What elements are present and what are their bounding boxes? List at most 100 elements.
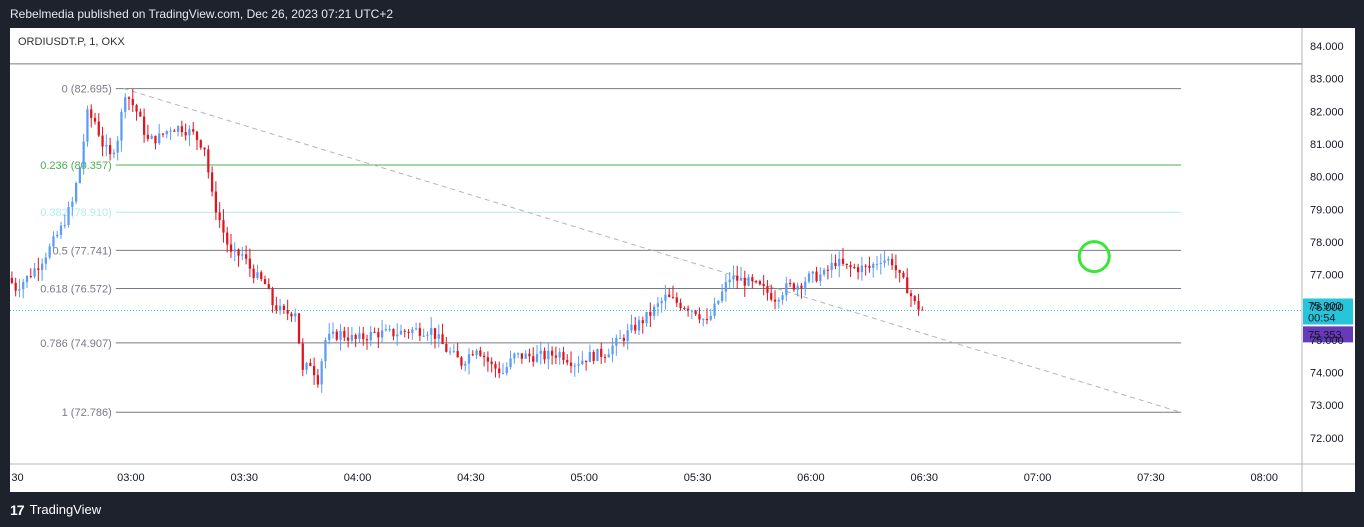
candle-body: [203, 147, 206, 150]
candle-body: [116, 140, 119, 153]
candle-body: [380, 330, 384, 338]
tradingview-logo-icon[interactable]: 17: [10, 501, 25, 518]
candle-body: [849, 265, 852, 268]
brand-label[interactable]: TradingView: [29, 502, 102, 517]
candle-body: [879, 262, 882, 264]
candle-body: [807, 273, 811, 282]
candle-body: [40, 263, 44, 270]
candle-body: [161, 133, 165, 135]
candle-body: [25, 276, 29, 283]
candle-body: [112, 152, 116, 155]
candle-body: [139, 111, 142, 117]
candle-body: [845, 263, 848, 266]
candle-body: [120, 111, 123, 141]
candle-body: [335, 331, 338, 340]
candle-body: [377, 332, 380, 338]
candle-body: [539, 350, 542, 354]
price-tick-label: 80.000: [1310, 172, 1344, 184]
candle-body: [902, 272, 905, 278]
candle-body: [256, 272, 259, 279]
candle-body: [399, 330, 403, 335]
candle-body: [244, 254, 248, 259]
candle-body: [607, 354, 610, 358]
candle-body: [218, 212, 221, 221]
trend-line-layer[interactable]: [123, 87, 1182, 413]
candle-body: [437, 334, 440, 339]
candle-body: [350, 334, 354, 341]
candle-body: [282, 305, 286, 310]
candle-body: [917, 301, 920, 310]
candle-body: [596, 348, 599, 361]
candle-body: [305, 363, 308, 370]
candle-body: [906, 277, 909, 294]
candle-body: [188, 129, 191, 136]
candle-body: [207, 149, 210, 173]
time-tick-label: 06:30: [910, 472, 938, 484]
candle-body: [278, 305, 282, 311]
time-tick-label: 06:00: [797, 472, 825, 484]
candle-body: [626, 330, 629, 341]
time-tick-label: 05:00: [570, 472, 598, 484]
candle-body: [33, 268, 36, 277]
candle-body: [554, 355, 558, 358]
candle-body: [584, 360, 588, 363]
fibonacci-retracement[interactable]: 0 (82.695) 0.236 (80.357) 0.382 (78.910) 0.…: [40, 84, 1182, 420]
candle-body: [909, 293, 913, 297]
candle-body: [683, 307, 686, 309]
highlight-circle: [1077, 240, 1111, 274]
candle-body: [641, 320, 644, 324]
candle-body: [520, 353, 524, 359]
candle-body: [248, 258, 252, 269]
price-tick-label: 76.000: [1310, 302, 1344, 314]
candle-body: [505, 367, 508, 374]
candle-body: [362, 333, 365, 340]
time-tick-label: 08:00: [1250, 472, 1278, 484]
candle-body: [868, 265, 871, 268]
alt-price-badge: [1303, 326, 1353, 343]
candle-body: [611, 345, 614, 355]
candle-body: [573, 365, 576, 367]
candle-body: [464, 363, 467, 366]
fib-level-label: 0.618 (76.572): [40, 284, 112, 296]
price-tick-label: 73.000: [1310, 400, 1344, 412]
countdown-label: 00:54: [1308, 313, 1336, 325]
candle-body: [407, 331, 410, 333]
candle-body: [441, 334, 444, 344]
candle-body: [603, 356, 607, 358]
candle-body: [127, 97, 131, 99]
candle-body: [154, 135, 157, 144]
candle-body: [48, 246, 51, 258]
candle-body: [290, 313, 293, 317]
candle-body: [226, 232, 229, 245]
candle-body: [384, 329, 388, 331]
chart-frame[interactable]: [10, 28, 1355, 492]
price-tick-label: 84.000: [1310, 41, 1344, 53]
candle-body: [494, 364, 497, 369]
candle-body: [913, 296, 916, 302]
candle-body: [671, 296, 675, 298]
candle-body: [482, 355, 486, 358]
candle-body: [577, 364, 580, 366]
time-tick-label: 07:00: [1024, 472, 1052, 484]
candle-body: [656, 303, 660, 307]
candle-body: [52, 236, 55, 247]
fib-level-label: 0.786 (74.907): [40, 338, 112, 350]
candle-body: [516, 353, 520, 355]
candle-body: [615, 338, 618, 346]
candle-body: [702, 319, 705, 321]
candle-body: [819, 274, 822, 282]
candle-body: [728, 279, 731, 283]
candle-body: [675, 297, 678, 303]
candle-body: [180, 126, 184, 133]
candlestick-chart[interactable]: 0 (82.695) 0.236 (80.357) 0.382 (78.910) 0.…: [10, 28, 1355, 492]
candle-body: [717, 300, 720, 304]
candle-body: [713, 303, 716, 316]
candle-body: [199, 140, 202, 148]
candle-body: [486, 357, 490, 362]
time-tick-label: 04:00: [344, 472, 372, 484]
candle-body: [528, 353, 531, 357]
candle-body: [592, 352, 595, 361]
candles-layer: [10, 88, 924, 393]
candle-body: [898, 270, 901, 273]
